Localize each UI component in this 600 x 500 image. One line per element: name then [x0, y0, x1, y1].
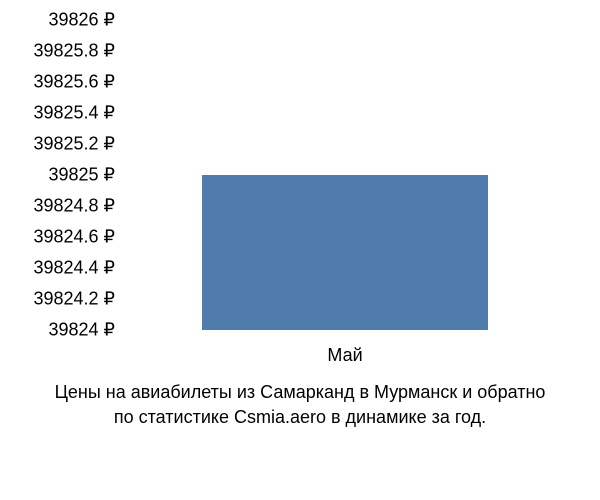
x-tick-label: Май — [327, 345, 362, 366]
y-tick-label: 39824 ₽ — [48, 320, 115, 341]
y-tick-label: 39825.2 ₽ — [33, 134, 115, 155]
y-tick-label: 39824.2 ₽ — [33, 289, 115, 310]
y-tick-label: 39824.8 ₽ — [33, 196, 115, 217]
y-tick-label: 39824.6 ₽ — [33, 227, 115, 248]
caption-line-2: по статистике Csmia.aero в динамике за г… — [114, 407, 486, 427]
y-tick-label: 39825 ₽ — [48, 165, 115, 186]
chart-caption: Цены на авиабилеты из Самарканд в Мурман… — [0, 380, 600, 430]
caption-line-1: Цены на авиабилеты из Самарканд в Мурман… — [55, 382, 546, 402]
y-tick-label: 39825.8 ₽ — [33, 41, 115, 62]
y-tick-label: 39825.4 ₽ — [33, 103, 115, 124]
y-tick-label: 39825.6 ₽ — [33, 72, 115, 93]
y-axis: 39826 ₽39825.8 ₽39825.6 ₽39825.4 ₽39825.… — [0, 20, 120, 330]
price-bar-chart: 39826 ₽ 39825.8 ₽ 39825.6 ₽ 39825.4 ₽ 39825.… — [0, 0, 600, 500]
y-tick-label: 39824.4 ₽ — [33, 258, 115, 279]
y-tick-label: 39826 ₽ — [48, 10, 115, 31]
plot-area: Май — [125, 20, 565, 330]
bar — [202, 175, 488, 330]
